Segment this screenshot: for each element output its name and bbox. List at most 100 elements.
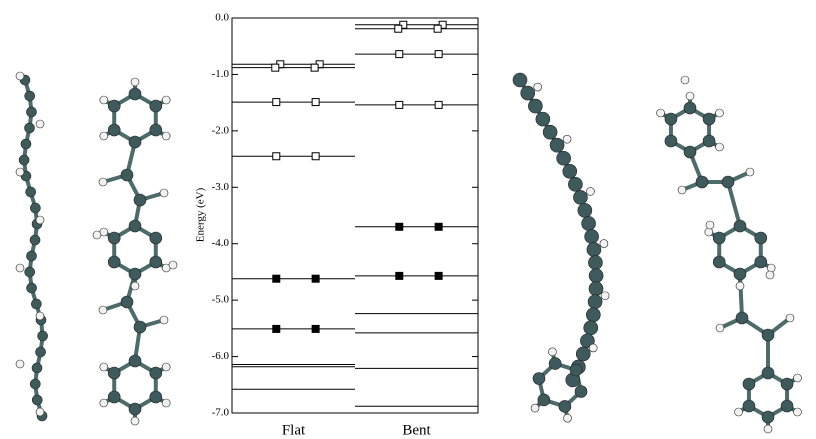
- molecule-illustrations: [15, 71, 802, 434]
- atom: [735, 281, 745, 291]
- atom: [549, 137, 565, 153]
- atom: [588, 255, 603, 270]
- atom: [761, 328, 775, 342]
- level-marker: [394, 24, 403, 33]
- atom: [20, 138, 32, 150]
- level-marker: [434, 50, 443, 59]
- atom: [15, 359, 25, 369]
- atom: [685, 91, 695, 101]
- atom: [785, 313, 795, 323]
- y-axis-label: Energy (eV): [195, 187, 207, 242]
- atom: [107, 231, 121, 245]
- atom: [128, 354, 142, 368]
- atom: [763, 424, 773, 434]
- atom: [575, 346, 591, 362]
- atom: [128, 402, 142, 416]
- atom: [159, 315, 169, 325]
- atom: [573, 190, 588, 205]
- atom: [99, 131, 109, 141]
- atom: [548, 347, 557, 357]
- atom: [31, 394, 43, 406]
- atom: [31, 298, 42, 310]
- atom: [26, 282, 37, 294]
- atom: [581, 216, 596, 231]
- y-tick-label: -7.0: [212, 407, 230, 419]
- atom: [15, 167, 25, 177]
- atom: [128, 267, 142, 281]
- atom: [574, 385, 588, 398]
- atom: [29, 234, 41, 246]
- level-marker: [272, 98, 281, 107]
- atom: [107, 123, 121, 137]
- category-label: Flat: [282, 422, 306, 438]
- atom: [120, 168, 134, 182]
- level-marker: [310, 63, 319, 72]
- level-marker: [395, 222, 404, 231]
- atom: [168, 260, 178, 270]
- atom: [520, 85, 536, 101]
- atom: [533, 82, 543, 92]
- y-tick-label: -2.0: [212, 124, 230, 136]
- atom: [745, 167, 755, 177]
- level-marker: [434, 222, 443, 231]
- atom: [695, 175, 709, 189]
- atom: [35, 407, 45, 417]
- level-marker: [271, 63, 280, 72]
- atom: [702, 134, 716, 148]
- atom: [793, 373, 802, 383]
- atom: [24, 90, 36, 102]
- atom: [530, 403, 540, 413]
- atom: [683, 145, 697, 159]
- atom: [548, 357, 562, 370]
- atom: [15, 71, 25, 81]
- atom: [161, 398, 171, 408]
- atom: [149, 366, 163, 380]
- bond: [726, 181, 742, 227]
- level-marker: [311, 324, 320, 333]
- atom: [532, 372, 546, 385]
- atom: [107, 99, 121, 113]
- atom: [558, 400, 572, 413]
- level-marker: [311, 274, 320, 283]
- atom: [780, 377, 794, 391]
- atom: [18, 154, 30, 166]
- atom: [149, 390, 163, 404]
- atom: [754, 231, 768, 245]
- atom: [25, 186, 36, 198]
- atom: [37, 330, 48, 342]
- atom: [715, 108, 724, 118]
- atom: [15, 263, 25, 273]
- atom: [149, 231, 163, 245]
- atom: [677, 185, 687, 195]
- atom: [664, 112, 678, 126]
- level-marker: [311, 152, 320, 161]
- level-marker: [395, 271, 404, 280]
- atom: [24, 122, 35, 134]
- level-marker: [272, 324, 281, 333]
- atom: [721, 175, 735, 189]
- atom: [107, 366, 121, 380]
- atom: [766, 263, 776, 273]
- level-marker: [272, 152, 281, 161]
- atom: [133, 193, 147, 207]
- atom: [715, 323, 725, 333]
- atom: [754, 255, 768, 269]
- atom: [761, 410, 775, 424]
- atom: [577, 203, 593, 218]
- atom: [29, 378, 41, 390]
- atom: [588, 343, 598, 353]
- plot-frame: [231, 17, 479, 414]
- atom: [99, 398, 109, 408]
- atom: [742, 377, 756, 391]
- atom: [556, 150, 571, 166]
- level-marker: [434, 271, 443, 280]
- level-marker: [434, 100, 443, 109]
- y-tick-label: -3.0: [212, 181, 230, 193]
- atom: [159, 188, 169, 198]
- atom: [664, 134, 678, 148]
- atom: [588, 281, 604, 296]
- atom: [128, 219, 142, 233]
- atom: [734, 407, 743, 417]
- atom: [780, 399, 794, 413]
- bond: [738, 273, 744, 319]
